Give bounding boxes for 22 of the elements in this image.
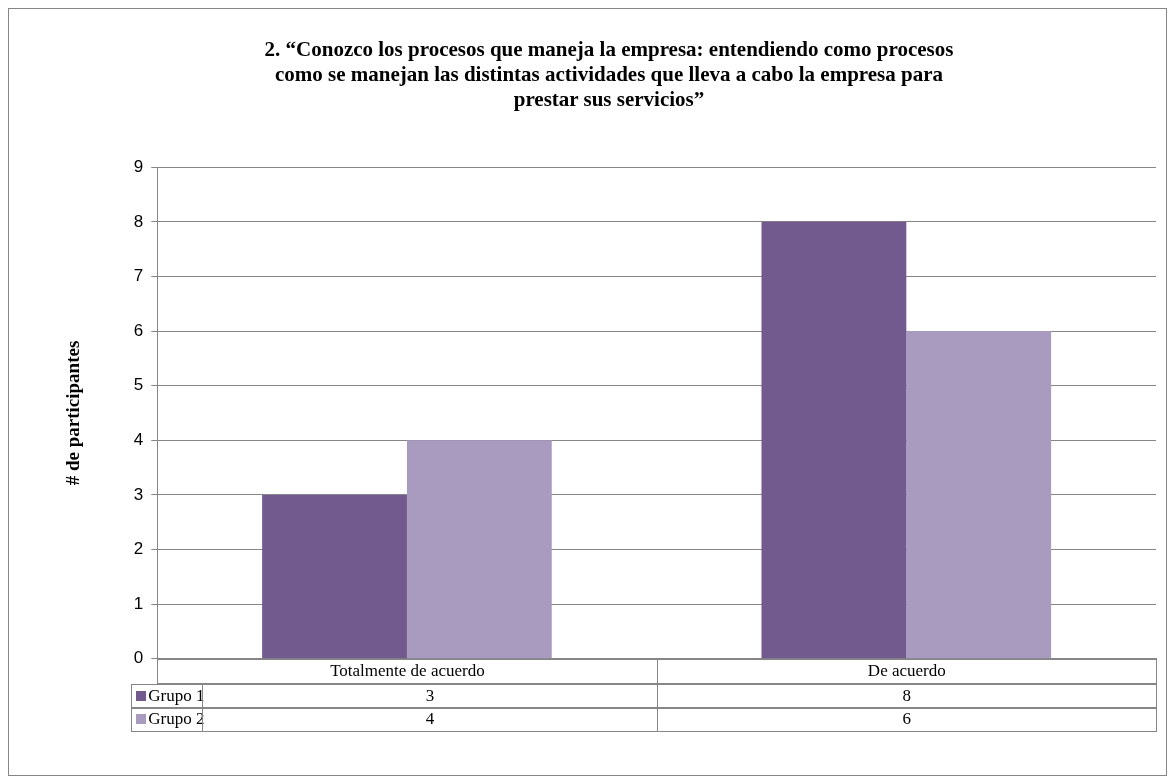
y-tick-label: 4 (133, 430, 144, 449)
y-tick-label: 0 (133, 648, 144, 668)
y-tick-label: 9 (133, 156, 144, 176)
y-tick-label: 3 (133, 484, 144, 504)
y-tick-label: 7 (133, 266, 144, 286)
y-axis-title: # de participantes (62, 340, 84, 486)
x-tick-label: Totalmente de acuerdo (157, 658, 658, 684)
data-label: 3 (425, 686, 435, 706)
y-tick-label: 1 (133, 593, 144, 613)
y-tick-label: 5 (133, 375, 144, 395)
data-label: 4 (425, 709, 435, 729)
bar (906, 331, 1052, 659)
data-label: 8 (656, 683, 1157, 709)
bar (761, 221, 907, 659)
y-tick-label: 6 (133, 320, 144, 340)
x-tick-label: De acuerdo (656, 658, 1157, 684)
y-tick-label: 8 (133, 211, 144, 231)
bar (406, 440, 552, 659)
y-tick-label: 2 (133, 539, 144, 559)
data-label: 6 (656, 706, 1157, 732)
bar (262, 494, 407, 659)
chart-title: 2. “Conozco los procesos que maneja la empresa: entendiendo como procesos como se manejan las distintas actividades que lleva a cabo la empresa para prestar sus servicios” (263, 37, 955, 112)
